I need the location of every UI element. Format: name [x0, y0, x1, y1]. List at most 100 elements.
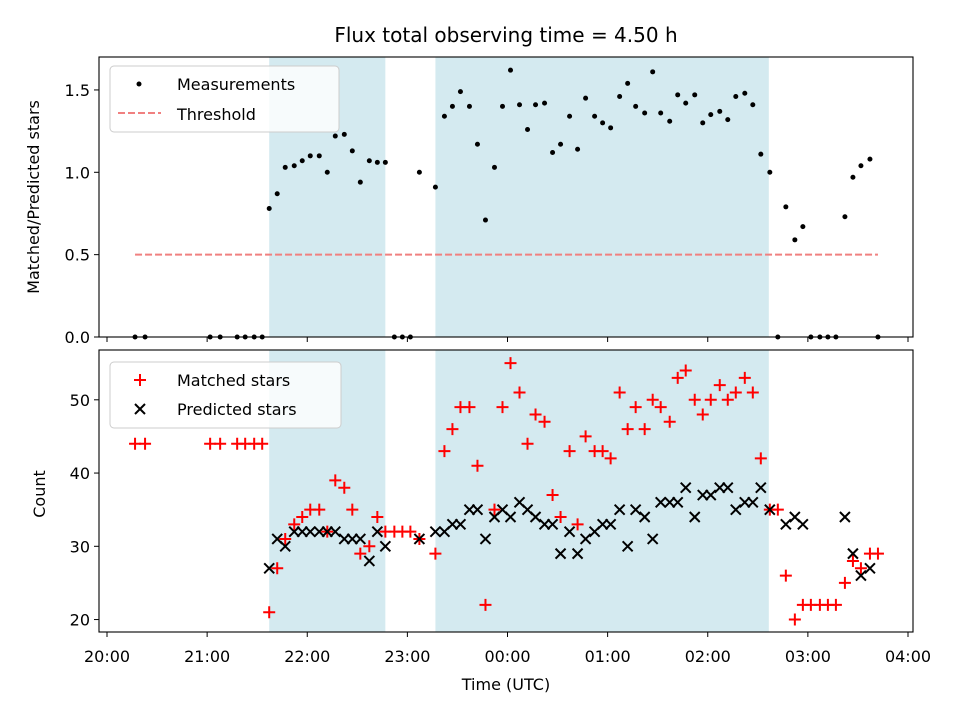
matched-star-point — [256, 437, 269, 450]
matched-star-point — [429, 547, 442, 560]
measurement-point — [341, 131, 347, 137]
predicted-star-point — [563, 525, 576, 538]
measurement-point — [583, 95, 589, 101]
measurement-point — [517, 102, 523, 108]
matched-star-point — [654, 401, 667, 414]
predicted-star-point — [471, 503, 484, 516]
measurement-point — [508, 67, 514, 73]
matched-star-point — [638, 423, 651, 436]
x-axis-label: Time (UTC) — [461, 675, 550, 694]
measurement-point — [850, 174, 856, 180]
measurement-point — [742, 90, 748, 96]
top-y-tick-label: 1.0 — [65, 163, 90, 182]
measurement-point — [842, 214, 848, 220]
bottom-y-axis-label: Count — [30, 470, 49, 518]
top-legend-box — [109, 65, 340, 133]
measurement-point — [525, 126, 531, 132]
top-y-tick-label: 0.0 — [65, 328, 90, 347]
predicted-star-point — [654, 496, 667, 509]
measurement-point — [608, 125, 614, 131]
measurement-point — [307, 153, 313, 159]
chart-title: Flux total observing time = 4.50 h — [334, 23, 677, 47]
measurement-point — [266, 206, 272, 212]
matched-star-point — [771, 503, 784, 516]
x-tick-label: 03:00 — [785, 647, 831, 666]
measurement-point — [575, 146, 581, 152]
matched-star-point — [563, 445, 576, 458]
predicted-star-point — [705, 489, 717, 501]
measurement-point — [683, 100, 689, 106]
measurement-point — [332, 133, 338, 139]
matched-star-point — [271, 562, 284, 575]
matched-star-point — [463, 401, 476, 414]
measurement-point — [667, 118, 673, 124]
predicted-star-point — [579, 533, 592, 545]
measurement-point — [708, 112, 714, 118]
matched-star-point — [571, 518, 584, 531]
matched-star-point — [613, 386, 626, 399]
measurement-point — [416, 169, 422, 175]
top-y-axis-label: Matched/Predicted stars — [24, 100, 43, 294]
measurement-point — [858, 163, 864, 169]
predicted-star-point — [730, 503, 742, 516]
predicted-star-point — [379, 540, 392, 553]
predicted-star-point — [479, 533, 492, 545]
legend-predicted-label: Predicted stars — [177, 400, 297, 419]
measurement-point — [282, 164, 288, 170]
predicted-star-point — [629, 503, 642, 516]
predicted-star-point — [621, 540, 634, 553]
matched-star-point — [354, 547, 367, 560]
x-tick-label: 23:00 — [384, 647, 430, 666]
bottom-y-tick-label: 50 — [70, 391, 90, 410]
matched-star-point — [788, 613, 801, 626]
predicted-star-point — [263, 562, 275, 574]
legend-predicted-marker — [134, 403, 146, 415]
measurement-point — [692, 92, 698, 98]
measurement-point — [800, 224, 806, 230]
measurement-point — [558, 141, 564, 147]
predicted-star-point — [864, 562, 876, 574]
matched-star-point — [754, 452, 767, 465]
matched-star-point — [621, 423, 634, 436]
matched-star-point — [329, 474, 342, 487]
matched-star-point — [488, 503, 501, 516]
measurement-point — [432, 184, 438, 190]
legend-matched-label: Matched stars — [177, 371, 290, 390]
matched-star-point — [279, 532, 292, 545]
matched-star-point — [846, 554, 859, 567]
legend-measurements-label: Measurements — [177, 75, 295, 94]
matched-star-point — [521, 437, 534, 450]
matched-star-point — [496, 401, 509, 414]
matched-star-point — [438, 445, 451, 458]
bottom-y-tick-label: 40 — [70, 464, 90, 483]
measurement-point — [274, 191, 280, 197]
predicted-star-point — [855, 569, 867, 582]
predicted-star-point — [363, 555, 376, 567]
measurement-point — [357, 179, 363, 185]
matched-star-point — [679, 364, 692, 377]
measurement-point — [783, 204, 789, 210]
measurement-point — [291, 163, 297, 169]
matched-star-point — [721, 393, 734, 406]
predicted-star-point — [689, 511, 701, 523]
measurement-point — [299, 158, 305, 164]
matched-star-point — [738, 371, 751, 384]
measurement-point — [867, 156, 873, 162]
measurement-point — [700, 120, 706, 126]
matched-star-point — [688, 393, 701, 406]
measurement-point — [449, 103, 455, 109]
x-tick-label: 01:00 — [585, 647, 631, 666]
measurement-point — [567, 113, 573, 119]
measurement-point — [349, 148, 355, 154]
bottom-axes-frame — [98, 349, 914, 633]
matched-star-point — [663, 415, 676, 428]
top-y-tick-label: 0.5 — [65, 246, 90, 265]
matched-star-point — [554, 511, 567, 524]
matched-star-point — [546, 489, 559, 502]
matched-star-point — [529, 408, 542, 421]
measurement-point — [316, 153, 322, 159]
predicted-star-point — [304, 525, 316, 538]
predicted-star-point — [722, 481, 734, 494]
matched-star-point — [263, 606, 276, 619]
legend-measurements-marker — [136, 81, 142, 87]
